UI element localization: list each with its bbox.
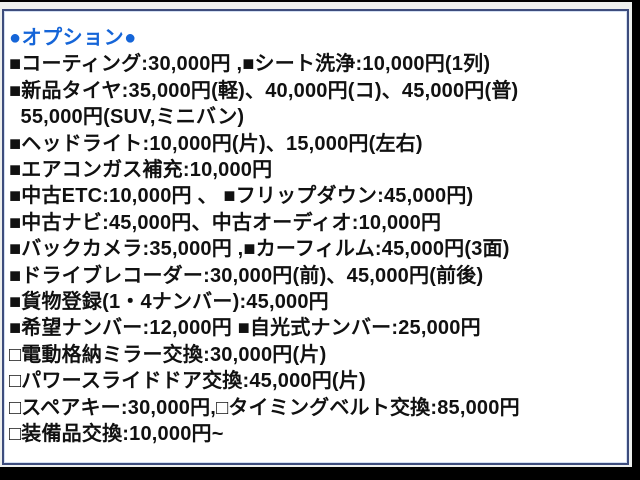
option-line: ■貨物登録(1・4ナンバー):45,000円 [9,291,329,314]
option-line: ■中古ETC:10,000円 、 ■フリップダウン:45,000円) [9,185,474,208]
option-line: ■バックカメラ:35,000円 ,■カーフィルム:45,000円(3面) [9,238,510,261]
option-list: ■コーティング:30,000円 ,■シート洗浄:10,000円(1列) ■新品タイ… [9,51,625,447]
option-line: ■ヘッドライト:10,000円(片)、15,000円(左右) [9,132,423,155]
option-line: □パワースライドドア交換:45,000円(片) [9,370,366,393]
panel-content: ●オプション● ■コーティング:30,000円 ,■シート洗浄:10,000円(… [9,25,625,463]
option-line: ■コーティング:30,000円 ,■シート洗浄:10,000円(1列) [9,53,491,76]
option-line: ■希望ナンバー:12,000円 ■自光式ナンバー:25,000円 [9,317,481,340]
option-line: □装備品交換:10,000円~ [9,423,224,446]
option-line: □スペアキー:30,000円,□タイミングベルト交換:85,000円 [9,396,520,419]
panel-title: ●オプション● [9,27,137,49]
option-line: ■中古ナビ:45,000円、中古オーディオ:10,000円 [9,211,442,234]
option-line: ■新品タイヤ:35,000円(軽)、40,000円(コ)、45,000円(普) [9,79,519,102]
option-line: 55,000円(SUV,ミニバン) [9,106,245,129]
option-line: ■エアコンガス補充:10,000円 [9,159,273,182]
option-line: □電動格納ミラー交換:30,000円(片) [9,343,327,366]
options-panel: ●オプション● ■コーティング:30,000円 ,■シート洗浄:10,000円(… [2,9,629,465]
option-line: ■ドライブレコーダー:30,000円(前)、45,000円(前後) [9,264,484,287]
